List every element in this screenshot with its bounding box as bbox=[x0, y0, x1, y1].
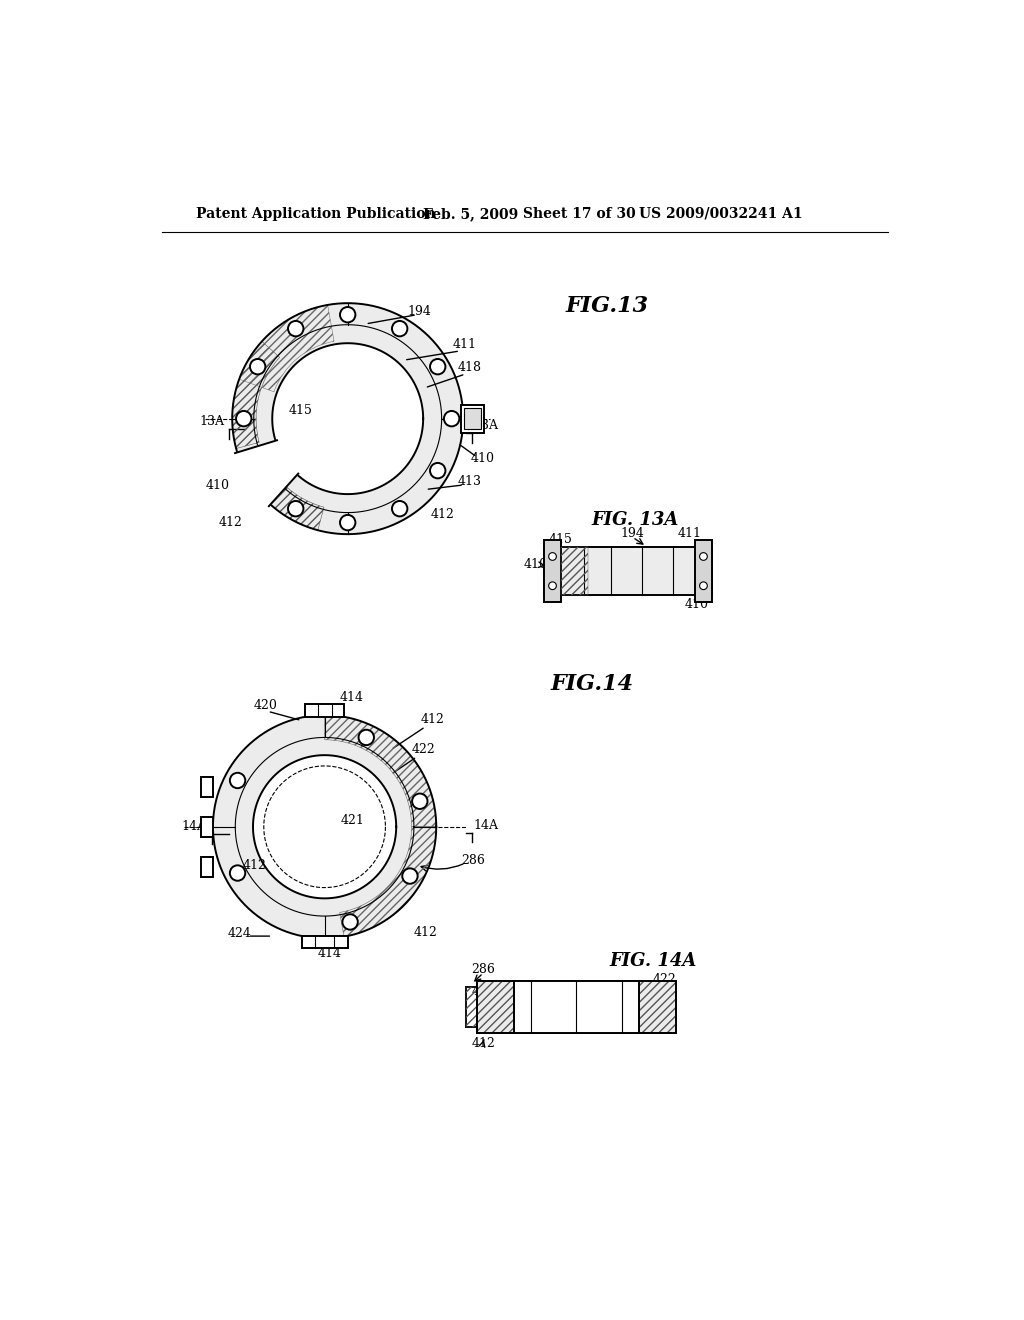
Circle shape bbox=[412, 793, 427, 809]
Bar bbox=[544, 548, 712, 595]
Wedge shape bbox=[231, 418, 348, 510]
Circle shape bbox=[444, 411, 460, 426]
Text: 421: 421 bbox=[341, 814, 365, 828]
Circle shape bbox=[430, 359, 445, 375]
Bar bbox=[461, 405, 484, 433]
Circle shape bbox=[358, 730, 374, 744]
Text: FIG.13: FIG.13 bbox=[565, 296, 649, 317]
Circle shape bbox=[549, 553, 556, 561]
Text: FIG.14: FIG.14 bbox=[550, 673, 633, 696]
Circle shape bbox=[250, 463, 265, 478]
Text: 410: 410 bbox=[523, 558, 547, 572]
Text: 13A: 13A bbox=[200, 416, 225, 428]
Circle shape bbox=[340, 515, 355, 531]
Text: 420: 420 bbox=[254, 698, 278, 711]
Bar bbox=[477, 981, 514, 1034]
Bar bbox=[466, 987, 477, 1027]
Circle shape bbox=[250, 359, 265, 375]
Text: 194: 194 bbox=[621, 527, 644, 540]
Text: FIG. 13A: FIG. 13A bbox=[591, 511, 678, 529]
Text: 411: 411 bbox=[453, 338, 476, 351]
Circle shape bbox=[288, 502, 303, 516]
Circle shape bbox=[237, 411, 252, 426]
Text: 424: 424 bbox=[227, 927, 252, 940]
Text: 421: 421 bbox=[604, 985, 628, 998]
Text: Sheet 17 of 30: Sheet 17 of 30 bbox=[523, 207, 636, 220]
Text: 412: 412 bbox=[431, 508, 455, 521]
Circle shape bbox=[229, 866, 246, 880]
Text: 412: 412 bbox=[219, 516, 243, 529]
Text: Patent Application Publication: Patent Application Publication bbox=[196, 207, 435, 220]
Circle shape bbox=[229, 772, 246, 788]
Circle shape bbox=[430, 463, 445, 478]
Text: 412: 412 bbox=[414, 925, 438, 939]
Bar bbox=[201, 817, 213, 837]
Circle shape bbox=[253, 755, 396, 899]
Bar bbox=[695, 540, 712, 602]
Text: 14A: 14A bbox=[181, 820, 207, 833]
Text: Feb. 5, 2009: Feb. 5, 2009 bbox=[423, 207, 518, 220]
Circle shape bbox=[402, 869, 418, 884]
Text: 412: 412 bbox=[243, 859, 267, 871]
Text: 13A: 13A bbox=[473, 418, 499, 432]
Bar bbox=[201, 776, 213, 797]
Text: 286: 286 bbox=[462, 854, 485, 867]
Text: US 2009/0032241 A1: US 2009/0032241 A1 bbox=[639, 207, 803, 220]
Text: 412: 412 bbox=[472, 1038, 496, 1051]
Text: 414: 414 bbox=[317, 946, 342, 960]
Text: 424: 424 bbox=[472, 985, 496, 998]
Circle shape bbox=[699, 582, 708, 590]
Bar bbox=[464, 408, 481, 429]
Text: FIG. 14A: FIG. 14A bbox=[609, 952, 697, 970]
Text: 286: 286 bbox=[472, 962, 496, 975]
Bar bbox=[301, 936, 348, 948]
Bar bbox=[201, 857, 213, 876]
Bar bbox=[477, 981, 676, 1034]
Circle shape bbox=[549, 582, 556, 590]
Text: 413: 413 bbox=[458, 475, 482, 488]
Text: 194: 194 bbox=[408, 305, 432, 318]
Text: 412: 412 bbox=[421, 713, 444, 726]
Bar bbox=[639, 981, 676, 1034]
Text: 414: 414 bbox=[340, 690, 364, 704]
Bar bbox=[305, 705, 344, 717]
Bar bbox=[466, 987, 477, 1027]
Text: 411: 411 bbox=[677, 527, 701, 540]
Circle shape bbox=[288, 321, 303, 337]
Bar bbox=[561, 548, 588, 595]
Text: 422: 422 bbox=[652, 973, 677, 986]
Circle shape bbox=[392, 321, 408, 337]
Circle shape bbox=[272, 343, 423, 494]
Text: 422: 422 bbox=[412, 743, 435, 756]
Circle shape bbox=[392, 502, 408, 516]
Text: 418: 418 bbox=[458, 362, 482, 375]
Text: 415: 415 bbox=[289, 404, 312, 417]
Text: 14A: 14A bbox=[473, 818, 499, 832]
Circle shape bbox=[699, 553, 708, 561]
Circle shape bbox=[342, 915, 357, 929]
Text: 410: 410 bbox=[471, 453, 495, 465]
Text: 410: 410 bbox=[206, 479, 230, 492]
Text: 410: 410 bbox=[685, 598, 709, 611]
Text: 415: 415 bbox=[549, 533, 572, 546]
Bar bbox=[514, 981, 639, 1034]
Circle shape bbox=[340, 308, 355, 322]
Bar bbox=[544, 540, 561, 602]
